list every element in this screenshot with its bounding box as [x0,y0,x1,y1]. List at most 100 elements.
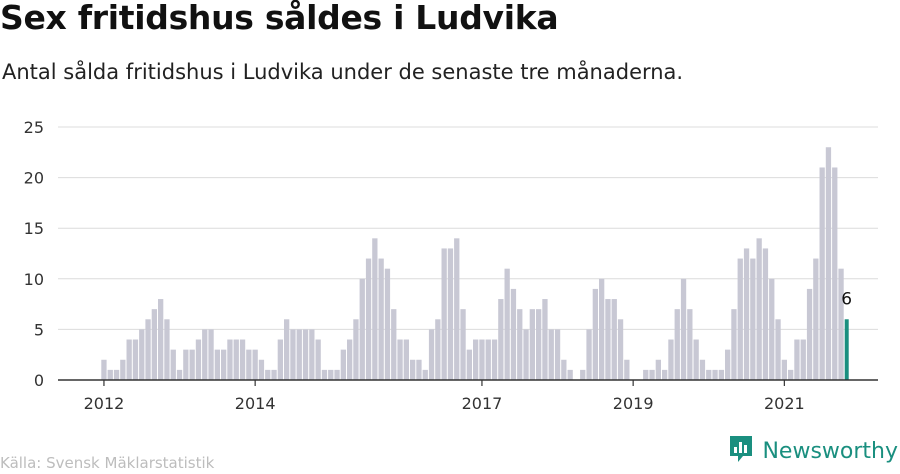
bar [347,339,353,380]
bar [554,329,561,380]
bar [643,369,649,380]
bar [498,299,504,380]
newsworthy-logo-icon [728,434,754,468]
bar [699,359,706,380]
bar [378,258,384,380]
bar [750,258,756,380]
bar [523,329,529,380]
bar [239,339,246,380]
bar [101,359,107,380]
bar [510,288,517,380]
bar [158,299,164,380]
bar [788,369,794,380]
bar [265,369,271,380]
y-tick-label: 20 [24,169,44,188]
bar [284,319,290,380]
bar [756,238,762,380]
bar [107,369,113,380]
bar [328,369,334,380]
bar [466,349,472,380]
bar [561,359,567,380]
x-tick-label: 2012 [84,394,125,413]
bar [781,359,787,380]
bar [208,329,214,380]
bar [132,339,139,380]
bar [762,248,769,380]
bar [819,167,825,380]
bar [126,339,132,380]
y-axis-ticks: 0 5 10 15 20 25 [24,118,44,390]
bar [813,258,819,380]
bar [290,329,296,380]
chart-subtitle: Antal sålda fritidshus i Ludvika under d… [2,60,684,84]
bar [504,268,510,380]
x-tick-label: 2014 [235,394,276,413]
bar [460,309,466,380]
bar [611,299,617,380]
x-tick-label: 2017 [462,394,503,413]
bar [397,339,403,380]
bar [151,309,157,380]
bar [403,339,409,380]
bar [605,299,611,380]
chart-title: Sex fritidshus såldes i Ludvika [0,0,559,37]
bar [491,339,498,380]
bar [662,369,668,380]
bar [384,268,391,380]
bar [800,339,806,380]
bar [731,309,737,380]
bar [655,359,661,380]
bar [435,319,441,380]
bar [737,258,743,380]
bar [139,329,145,380]
bar [825,147,832,380]
bar [592,288,598,380]
bar [447,248,454,380]
bar [687,309,693,380]
highlight-data-label: 6 [841,289,852,309]
y-tick-label: 10 [24,270,44,289]
bar [454,238,460,380]
bar [271,369,277,380]
bar [221,349,227,380]
bar [529,309,535,380]
bar [624,359,630,380]
bar [258,359,265,380]
y-tick-label: 5 [34,320,44,339]
bar [120,359,126,380]
bar [309,329,315,380]
bar [302,329,309,380]
bar [806,288,813,380]
bar [794,339,800,380]
bar [321,369,328,380]
bar [340,349,346,380]
bar [586,329,592,380]
bar [170,349,176,380]
bar [441,248,447,380]
bar [164,319,170,380]
bar [365,258,372,380]
bar [769,278,775,380]
x-tick-label: 2019 [613,394,654,413]
bar [706,369,712,380]
bar [832,167,838,380]
x-axis-ticks: 2012 2014 2017 2019 2021 [84,380,805,413]
bar [176,369,183,380]
bar [473,339,479,380]
bars [101,147,849,380]
bar [113,369,120,380]
bar [693,339,699,380]
bar [359,278,365,380]
bar [649,369,655,380]
source-credit: Källa: Svensk Mäklarstatistik [0,454,215,472]
bar [233,339,239,380]
bar [743,248,750,380]
bar [227,339,233,380]
bar [410,359,416,380]
bar [580,369,586,380]
bar [353,319,359,380]
bar [517,309,523,380]
highlight-bar [844,319,849,380]
bar [416,359,422,380]
bar [183,349,189,380]
